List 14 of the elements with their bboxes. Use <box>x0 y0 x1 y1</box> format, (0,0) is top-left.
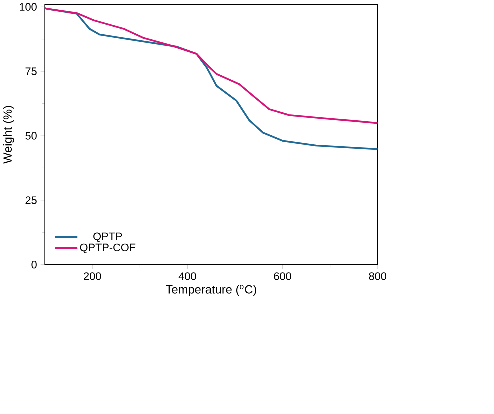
line-series <box>45 7 378 124</box>
y-tick-label: 0 <box>32 260 37 269</box>
x-tick-label: 400 <box>178 272 196 280</box>
x-tick-label: 800 <box>369 272 387 280</box>
y-tick-label: 75 <box>26 68 37 76</box>
y-tick-label: 100 <box>20 3 37 11</box>
x-axis-title: Temperature ($^{o}$C) <box>166 284 256 296</box>
legend-label: QPTP <box>94 232 122 242</box>
x-tick-label: 200 <box>84 272 102 280</box>
y-tick-label: 50 <box>26 132 37 140</box>
legend-label: QPTP-COF <box>80 244 136 254</box>
y-tick-label: 25 <box>26 196 37 204</box>
x-tick-label: 600 <box>274 272 292 280</box>
y-axis-title: Weight (%) <box>3 106 14 164</box>
